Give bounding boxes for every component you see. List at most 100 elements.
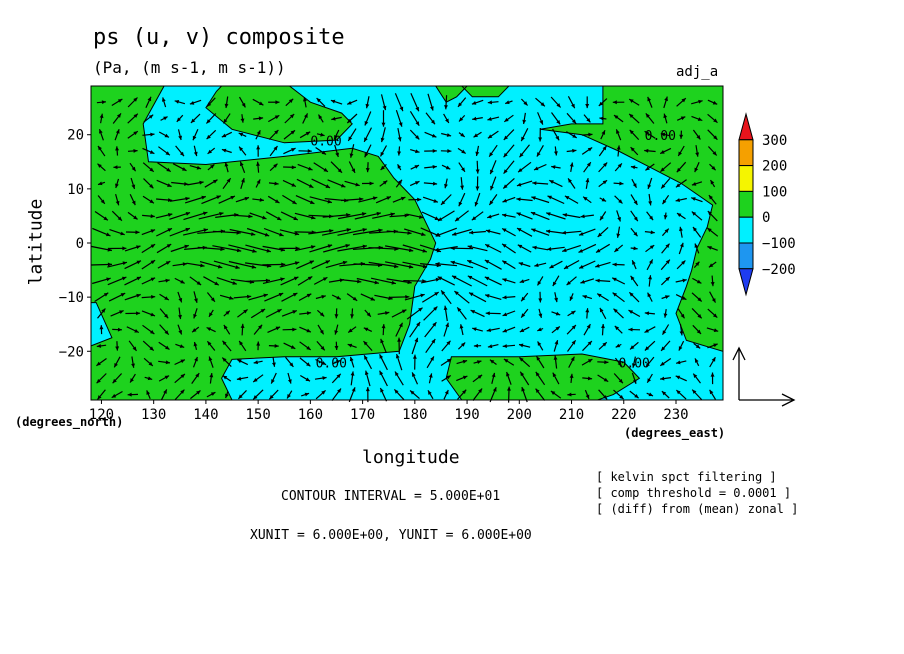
wind-vector-head	[121, 276, 127, 281]
wind-vector-head	[445, 322, 450, 328]
wind-vector-head	[675, 198, 681, 202]
wind-vector-head	[628, 310, 634, 314]
wind-vector-head	[477, 374, 483, 379]
wind-vector-head	[276, 216, 282, 221]
wind-vector-head	[347, 100, 352, 105]
wind-vector	[245, 262, 272, 267]
wind-vector-head	[484, 276, 490, 281]
wind-vector-head	[518, 343, 524, 348]
wind-vector-head	[136, 293, 141, 298]
wind-vector-head	[490, 185, 494, 191]
wind-vector-head	[339, 278, 345, 283]
wind-vector-head	[612, 277, 617, 282]
wind-vector-head	[306, 311, 312, 316]
wind-vector-head	[136, 245, 141, 250]
wind-vector-head	[420, 293, 425, 298]
wind-vector-head	[292, 200, 297, 204]
wind-vector-head	[457, 307, 462, 312]
wind-vector-head	[237, 359, 242, 364]
wind-vector-head	[680, 116, 686, 121]
wind-vector-head	[485, 244, 490, 248]
wind-vector-head	[537, 341, 542, 346]
wind-vector-head	[602, 395, 608, 400]
wind-vector-head	[587, 376, 593, 381]
wind-vector-head	[599, 307, 604, 313]
wind-vector-head	[115, 146, 120, 151]
wind-vector-head	[539, 120, 544, 125]
wind-vector	[212, 230, 241, 234]
wind-vector-head	[309, 260, 314, 265]
wind-vector-head	[219, 211, 224, 216]
wind-vector-head	[340, 183, 346, 188]
wind-vector-head	[713, 328, 719, 333]
chart-subtitle: (Pa, (m s-1, m s-1))	[93, 58, 286, 77]
wind-vector-head	[535, 388, 540, 394]
wind-vector-head	[450, 260, 456, 265]
wind-vector-head	[163, 389, 167, 394]
wind-vector-head	[397, 151, 402, 156]
x-tick-label: 160	[298, 407, 323, 423]
wind-vector-head	[707, 228, 712, 233]
wind-vector-head	[416, 322, 421, 327]
wind-vector-head	[645, 362, 650, 368]
wind-vector-head	[629, 99, 634, 103]
wind-vector-head	[278, 292, 284, 297]
wind-vector	[198, 212, 224, 220]
wind-vector	[322, 214, 351, 218]
colorbar-swatch	[738, 268, 754, 297]
wind-vector-head	[307, 276, 313, 281]
wind-vector-head	[502, 328, 508, 333]
colorbar-label: −200	[762, 262, 796, 278]
wind-vector-head	[679, 331, 684, 336]
wind-vector-head	[365, 103, 370, 109]
wind-vector-head	[681, 98, 686, 103]
wind-vector-head	[274, 181, 279, 186]
wind-vector-head	[207, 149, 212, 154]
wind-vector-head	[136, 276, 142, 281]
wind-vector-head	[289, 113, 295, 119]
wind-vector-head	[432, 148, 437, 153]
wind-vector-head	[240, 118, 245, 123]
wind-vector-head	[321, 150, 326, 155]
positive-region	[435, 86, 468, 103]
wind-vector-head	[556, 120, 561, 125]
wind-vector-head	[217, 264, 223, 269]
wind-vector-head	[661, 391, 667, 396]
wind-vector-head	[239, 161, 244, 167]
wind-vector-head	[534, 263, 539, 268]
wind-vector-head	[224, 162, 229, 167]
wind-vector-head	[192, 135, 197, 141]
wind-vector-head	[316, 98, 321, 103]
wind-vector-head	[680, 313, 685, 319]
wind-vector-head	[179, 344, 185, 348]
wind-vector-head	[566, 281, 571, 286]
wind-vector-head	[602, 180, 608, 185]
wind-vector-head	[462, 375, 468, 380]
wind-vector-head	[663, 113, 668, 119]
wind-vector-head	[117, 216, 122, 221]
wind-vector-head	[222, 340, 227, 346]
wind-vector-head	[713, 118, 718, 123]
wind-vector-head	[400, 196, 406, 201]
wind-vector-head	[455, 217, 460, 222]
wind-vector-head	[148, 361, 153, 366]
wind-vector-head	[394, 389, 399, 394]
wind-vector-head	[679, 134, 684, 139]
wind-vector-head	[713, 343, 718, 348]
wind-vector-head	[391, 280, 396, 285]
wind-vector-head	[418, 307, 423, 312]
wind-vector-head	[713, 135, 718, 140]
wind-vector-head	[119, 310, 124, 315]
wind-vector-head	[519, 152, 524, 158]
wind-vector-head	[569, 296, 574, 301]
wind-vector	[384, 245, 414, 252]
wind-vector-head	[193, 151, 198, 157]
wind-vector-head	[232, 281, 237, 285]
wind-vector-head	[415, 106, 419, 112]
wind-vector-head	[601, 323, 605, 329]
wind-vector-head	[281, 262, 286, 267]
wind-vector-head	[691, 197, 696, 201]
wind-vector-head	[240, 323, 245, 328]
x-tick-label: 200	[507, 407, 532, 423]
wind-vector-head	[461, 167, 465, 172]
